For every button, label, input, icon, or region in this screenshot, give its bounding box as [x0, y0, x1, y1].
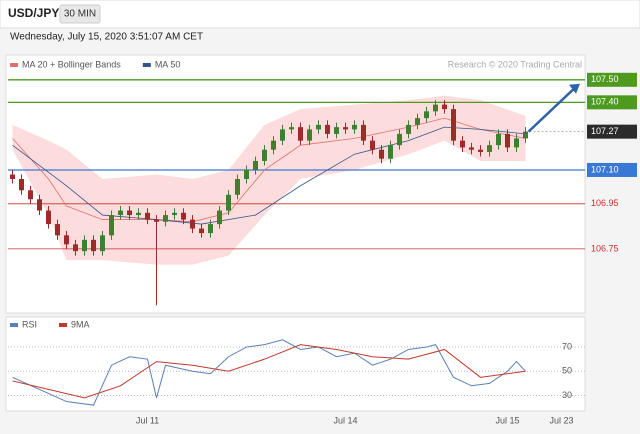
- candle-body: [343, 127, 348, 130]
- legend-swatch: [142, 63, 151, 67]
- candle-body: [100, 235, 105, 252]
- ma-line: [12, 126, 526, 225]
- candle-body: [109, 215, 114, 236]
- trend-arrow: [527, 85, 577, 133]
- candle-body: [442, 104, 447, 110]
- level-box: [587, 95, 637, 110]
- candle-body: [19, 178, 24, 191]
- candle-body: [514, 138, 519, 148]
- candle-body: [73, 244, 78, 252]
- x-tick-label: Jul 14: [333, 415, 357, 425]
- candle-body: [352, 124, 357, 130]
- y-tick-label: 30: [562, 390, 572, 400]
- candle-body: [253, 160, 258, 170]
- legend-swatch: [10, 323, 18, 327]
- candle-body: [271, 140, 276, 150]
- level-box: [587, 72, 637, 87]
- candle-body: [226, 194, 231, 211]
- candle-body: [424, 111, 429, 119]
- candle-body: [199, 228, 204, 234]
- candle-body: [379, 149, 384, 159]
- x-tick-label: Jul 23: [549, 415, 573, 425]
- candle-body: [361, 124, 366, 141]
- candle-body: [496, 133, 501, 146]
- candle-body: [316, 124, 321, 130]
- trend-arrowhead: [569, 83, 580, 94]
- legend-swatch: [10, 63, 18, 67]
- candle-body: [415, 118, 420, 125]
- datetime: Wednesday, July 15, 2020 3:51:07 AM CET: [10, 32, 203, 43]
- candle-body: [298, 127, 303, 141]
- candle-body: [289, 127, 294, 130]
- x-tick-label: Jul 11: [136, 415, 159, 425]
- level-box: [587, 162, 637, 177]
- candle-body: [478, 149, 483, 152]
- legend-label: RSI: [22, 319, 37, 329]
- candle-body: [244, 169, 249, 179]
- candle-body: [208, 224, 213, 234]
- top-bar: [0, 0, 640, 29]
- candle-body: [235, 178, 240, 195]
- y-tick-label: 70: [562, 341, 572, 351]
- candle-body: [28, 190, 33, 200]
- candle-body: [460, 140, 465, 148]
- candle-body: [10, 174, 15, 179]
- candle-body: [433, 104, 438, 112]
- indicator-line: [12, 339, 526, 406]
- candle-body: [127, 210, 132, 216]
- candle-body: [451, 109, 456, 141]
- y-tick-label: 50: [562, 366, 572, 376]
- candle-body: [136, 212, 141, 216]
- candle-body: [46, 210, 51, 225]
- candle-body: [163, 215, 168, 222]
- candle-body: [487, 145, 492, 152]
- legend-label: MA 50: [155, 59, 181, 69]
- level-label: 107.50: [591, 74, 619, 84]
- candle-body: [64, 235, 69, 245]
- candle-body: [262, 149, 267, 161]
- level-box: [587, 124, 637, 139]
- timeframe[interactable]: 30 MIN: [64, 9, 96, 20]
- timeframe-button[interactable]: [59, 4, 101, 24]
- candle-body: [505, 133, 510, 148]
- candle-body: [397, 133, 402, 146]
- level-label: 107.10: [591, 164, 619, 174]
- candle-body: [172, 212, 177, 216]
- level-label: 107.27: [591, 126, 619, 136]
- symbol: USD/JPY: [8, 6, 59, 20]
- ma-line: [12, 117, 526, 223]
- candle-body: [55, 224, 60, 236]
- candle-body: [523, 131, 528, 139]
- candle-body: [388, 145, 393, 159]
- indicator-line: [12, 344, 526, 399]
- candle-body: [325, 124, 330, 134]
- candle-body: [91, 239, 96, 252]
- candle-body: [334, 127, 339, 134]
- level-label: 107.40: [591, 97, 619, 107]
- candle-body: [181, 212, 186, 220]
- level-label: 106.75: [591, 243, 619, 253]
- candle-body: [154, 219, 159, 222]
- candle-body: [469, 147, 474, 150]
- x-tick-label: Jul 15: [495, 415, 519, 425]
- candle-body: [217, 210, 222, 225]
- level-label: 106.95: [591, 198, 619, 208]
- rsi-panel: [5, 316, 586, 412]
- legend-swatch: [59, 323, 68, 327]
- candle-body: [37, 199, 42, 211]
- candle-body: [145, 212, 150, 220]
- candle-body: [118, 210, 123, 216]
- candle-body: [280, 129, 285, 141]
- candle-body: [307, 129, 312, 141]
- candle-body: [406, 124, 411, 134]
- legend-label: 9MA: [71, 319, 90, 329]
- candle-body: [82, 239, 87, 252]
- candle-body: [190, 219, 195, 229]
- candle-body: [370, 140, 375, 150]
- legend-label: MA 20 + Bollinger Bands: [22, 59, 121, 69]
- source: Research © 2020 Trading Central: [448, 59, 582, 69]
